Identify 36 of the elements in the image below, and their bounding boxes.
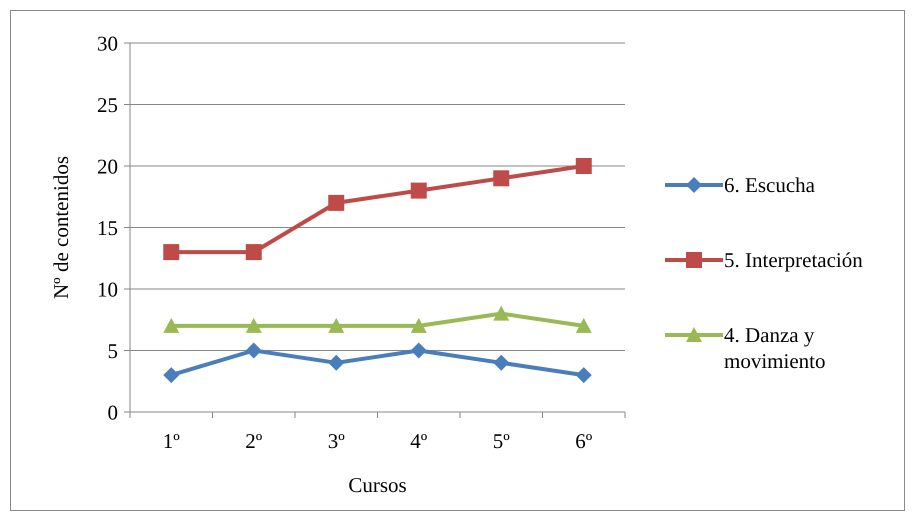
y-tick-label: 20 [97, 154, 118, 178]
y-tick-label: 15 [97, 216, 118, 240]
x-tick-label: 5º [492, 429, 510, 453]
point [410, 318, 427, 333]
point [246, 342, 262, 358]
point [328, 194, 344, 211]
y-tick-label: 0 [108, 400, 118, 424]
point [328, 354, 344, 371]
y-axis-title: Nº de contenidos [49, 156, 73, 299]
x-tick-label: 6º [575, 429, 593, 453]
y-tick-label: 25 [97, 92, 118, 117]
point [576, 367, 592, 384]
point [493, 306, 510, 321]
legend-label: 4. Danza y movimiento [724, 323, 826, 373]
point [246, 318, 262, 333]
point [163, 244, 180, 260]
x-tick-label: 2º [245, 429, 263, 453]
y-tick-label: 5 [108, 338, 118, 363]
x-axis-title: Cursos [348, 473, 407, 497]
legend-label: 5. Interpretación [724, 248, 864, 272]
y-tick-label: 30 [97, 31, 118, 56]
y-tick-label: 10 [97, 277, 118, 302]
legend-label: 6. Escucha [724, 173, 816, 197]
point [493, 354, 510, 371]
point [246, 244, 262, 260]
point [410, 182, 427, 199]
point [493, 170, 510, 186]
x-tick-label: 1º [162, 429, 180, 453]
point [328, 318, 344, 333]
point [163, 367, 180, 384]
x-tick-label: 4º [410, 429, 428, 453]
point [410, 342, 427, 358]
point [576, 158, 592, 174]
point [576, 318, 592, 333]
x-tick-label: 3º [328, 429, 346, 453]
point [163, 318, 180, 333]
